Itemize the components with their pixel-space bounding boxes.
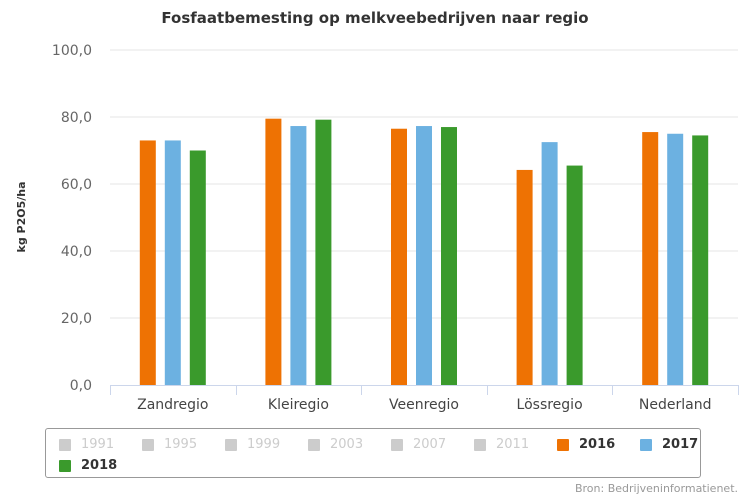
y-tick-label: 100,0: [52, 43, 92, 59]
x-tick-label: Nederland: [639, 397, 712, 413]
legend-label: 2007: [413, 437, 447, 452]
bar-2018-kleiregio[interactable]: [315, 119, 332, 386]
legend-label: 2016: [579, 437, 616, 452]
legend-item-2007[interactable]: 2007: [391, 437, 446, 452]
legend-item-2011[interactable]: 2011: [474, 437, 529, 452]
legend-swatch: [308, 438, 320, 451]
bar-2017-zandregio[interactable]: [164, 140, 181, 385]
legend-item-2017[interactable]: 2017: [640, 437, 698, 452]
legend-item-1991[interactable]: 1991: [59, 437, 114, 452]
x-tick-label: Veenregio: [389, 397, 459, 413]
legend-label: 1991: [81, 437, 115, 452]
legend-swatch: [557, 438, 569, 451]
legend-item-2018[interactable]: 2018: [59, 458, 117, 473]
bar-2016-veenregio[interactable]: [391, 128, 407, 385]
chart-title: Fosfaatbemesting op melkveebedrijven naa…: [161, 9, 588, 27]
bar-2016-lössregio[interactable]: [516, 169, 533, 385]
legend-swatch: [59, 438, 71, 451]
x-axis: [110, 385, 739, 395]
x-axis-ticks: Zandregio Kleiregio Veenregio Lössregio Nede…: [137, 397, 711, 413]
legend-swatch: [640, 438, 652, 451]
bar-2018-veenregio[interactable]: [441, 127, 457, 386]
legend-label: 1999: [247, 437, 281, 452]
x-tick-label: Zandregio: [137, 397, 208, 413]
bar-2016-kleiregio[interactable]: [265, 118, 282, 386]
legend-swatch: [474, 438, 486, 451]
y-tick-label: 20,0: [61, 311, 92, 327]
legend-label: 2017: [662, 437, 699, 452]
legend-swatch: [391, 438, 403, 451]
y-axis-ticks: 0,0 20,0 40,0 60,0 80,0 100,0: [52, 43, 92, 394]
legend-label: 2003: [330, 437, 364, 452]
legend-item-2016[interactable]: 2016: [557, 437, 615, 452]
bar-2016-nederland[interactable]: [642, 132, 659, 385]
y-tick-label: 40,0: [61, 244, 92, 260]
bar-chart: Fosfaatbemesting op melkveebedrijven naa…: [15, 9, 739, 413]
legend: 1991 1995 1999 2003 2007 2011 2016 2017 2018: [45, 428, 701, 478]
legend-label: 2011: [496, 437, 530, 452]
bar-2016-zandregio[interactable]: [139, 140, 156, 385]
bar-2018-nederland[interactable]: [692, 135, 709, 385]
x-tick-label: Lössregio: [517, 397, 583, 413]
bar-2017-kleiregio[interactable]: [290, 126, 307, 386]
y-tick-label: 0,0: [70, 378, 92, 394]
x-tick-label: Kleiregio: [268, 397, 329, 413]
bar-2017-veenregio[interactable]: [416, 126, 432, 386]
legend-item-1999[interactable]: 1999: [225, 437, 280, 452]
legend-swatch: [59, 459, 71, 472]
bars: [139, 118, 709, 386]
bar-2018-zandregio[interactable]: [189, 150, 206, 386]
y-tick-label: 60,0: [61, 177, 92, 193]
bar-2017-nederland[interactable]: [667, 133, 684, 385]
legend-item-1995[interactable]: 1995: [142, 437, 197, 452]
legend-label: 1995: [164, 437, 198, 452]
bar-2017-lössregio[interactable]: [541, 142, 558, 385]
bar-2018-lössregio[interactable]: [566, 165, 583, 385]
y-axis-label: kg P2O5/ha: [15, 181, 28, 252]
legend-swatch: [225, 438, 237, 451]
source-note: Bron: Bedrijveninformatienet.: [574, 482, 738, 495]
y-tick-label: 80,0: [61, 110, 92, 126]
legend-item-2003[interactable]: 2003: [308, 437, 363, 452]
legend-swatch: [142, 438, 154, 451]
legend-label: 2018: [81, 458, 118, 473]
